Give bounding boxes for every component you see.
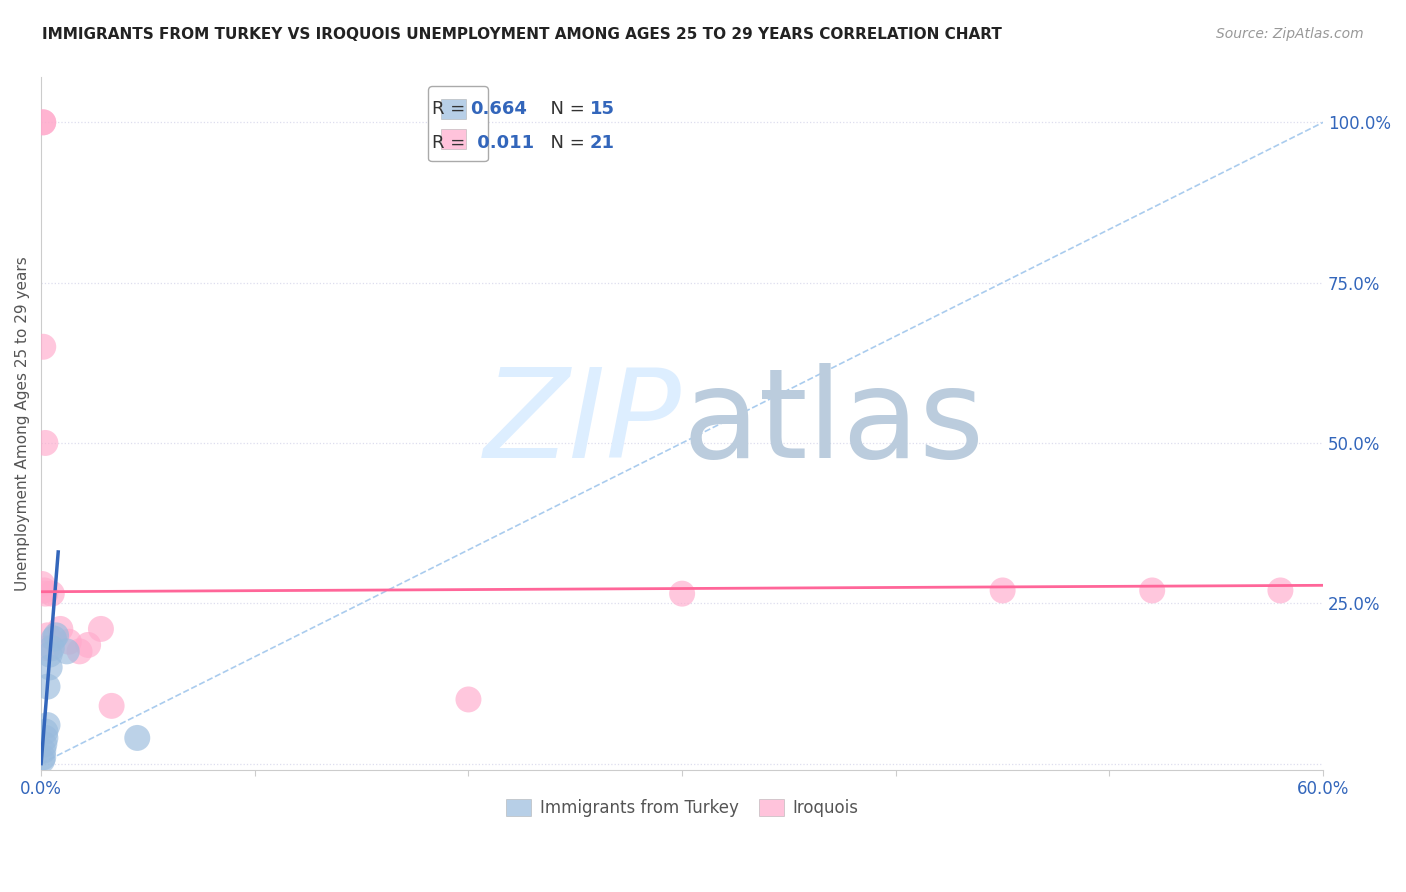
Text: 0.011: 0.011 (471, 134, 534, 153)
Point (31, 577, 53, 591)
Point (45, 628, 67, 642)
Point (34, 724, 56, 739)
Point (37, 680, 59, 694)
Text: N =: N = (538, 134, 591, 153)
Point (41, 587, 63, 601)
Point (77, 638, 100, 652)
Point (32, 340, 55, 354)
Text: 21: 21 (591, 134, 614, 153)
Point (1140, 583, 1163, 598)
Text: 15: 15 (591, 100, 614, 118)
Point (127, 731, 149, 745)
Point (42, 632, 65, 646)
Text: R =: R = (432, 100, 471, 118)
Point (34, 731, 56, 745)
Point (32, 744, 55, 758)
Text: ZIP: ZIP (484, 363, 682, 484)
Point (34, 737, 56, 751)
Point (1270, 583, 1292, 598)
Point (100, 698, 122, 713)
Text: IMMIGRANTS FROM TURKEY VS IROQUOIS UNEMPLOYMENT AMONG AGES 25 TO 29 YEARS CORREL: IMMIGRANTS FROM TURKEY VS IROQUOIS UNEMP… (42, 27, 1002, 42)
Point (38, 660, 60, 674)
Text: R =: R = (432, 134, 471, 153)
Text: atlas: atlas (682, 363, 984, 484)
Y-axis label: Unemployment Among Ages 25 to 29 years: Unemployment Among Ages 25 to 29 years (15, 256, 30, 591)
Point (32, 115, 55, 129)
Point (37, 641, 59, 656)
Point (32, 750, 55, 764)
Point (37, 628, 59, 642)
Point (457, 692, 479, 706)
Point (991, 583, 1014, 598)
Text: 0.664: 0.664 (471, 100, 527, 118)
Text: Source: ZipAtlas.com: Source: ZipAtlas.com (1216, 27, 1364, 41)
Point (58, 634, 80, 648)
Point (41, 641, 63, 656)
Point (31, 753, 53, 767)
Point (69, 644, 91, 658)
Point (34, 436, 56, 450)
Point (34, 583, 56, 598)
Point (34, 587, 56, 601)
Text: N =: N = (538, 100, 591, 118)
Point (49, 622, 72, 636)
Point (38, 648, 60, 662)
Point (90, 622, 112, 636)
Point (55, 644, 77, 658)
Legend: Immigrants from Turkey, Iroquois: Immigrants from Turkey, Iroquois (499, 792, 865, 824)
Point (671, 587, 693, 601)
Point (37, 718, 59, 732)
Point (32, 115, 55, 129)
